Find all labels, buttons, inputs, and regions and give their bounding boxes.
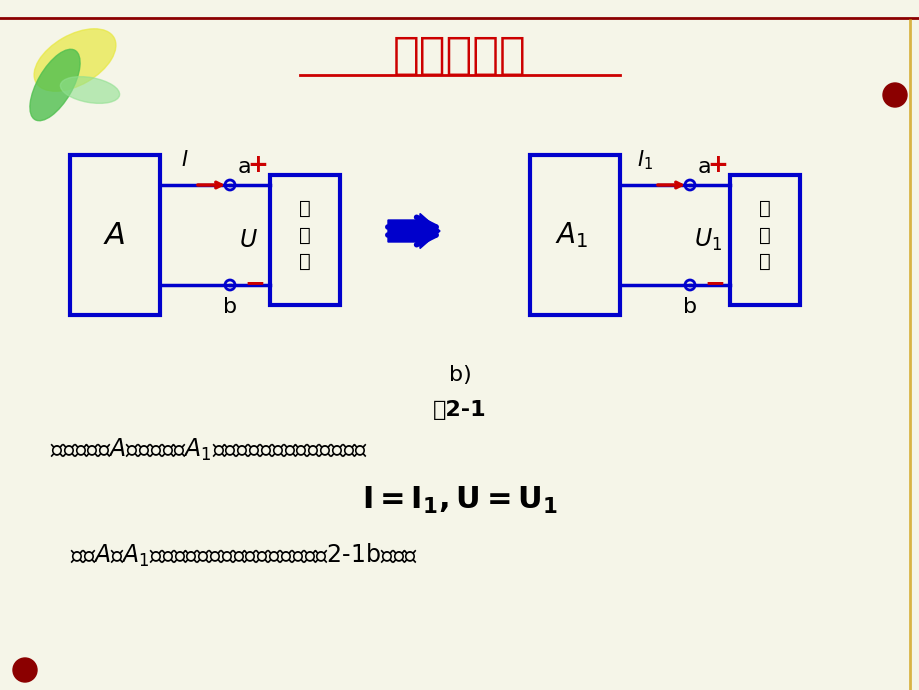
Text: 图2-1: 图2-1 bbox=[433, 400, 486, 420]
Text: $U$: $U$ bbox=[238, 228, 257, 252]
Bar bbox=[529, 155, 619, 315]
Text: $\mathbf{I = I_1, U = U_1}$: $\mathbf{I = I_1, U = U_1}$ bbox=[361, 484, 558, 515]
Text: +: + bbox=[707, 153, 728, 177]
Circle shape bbox=[13, 658, 37, 682]
Text: a: a bbox=[697, 157, 710, 177]
Text: 等效的概念: 等效的概念 bbox=[392, 34, 527, 77]
Text: b): b) bbox=[448, 365, 471, 385]
Text: −: − bbox=[704, 271, 725, 295]
Text: a: a bbox=[237, 157, 251, 177]
Bar bbox=[70, 155, 160, 315]
Ellipse shape bbox=[30, 49, 80, 121]
Text: $I$: $I$ bbox=[181, 150, 188, 170]
Ellipse shape bbox=[61, 77, 119, 104]
Circle shape bbox=[882, 83, 906, 107]
Text: 当二端网络$A$与二端网络$A_1$的端钮的伏安特性相同时，即: 当二端网络$A$与二端网络$A_1$的端钮的伏安特性相同时，即 bbox=[50, 437, 368, 463]
Text: b: b bbox=[682, 297, 697, 317]
Bar bbox=[729, 175, 800, 305]
Text: A: A bbox=[105, 221, 125, 250]
Text: −: − bbox=[244, 271, 266, 295]
Text: 外
电
路: 外 电 路 bbox=[299, 199, 311, 271]
Text: +: + bbox=[247, 153, 268, 177]
Text: $A_1$: $A_1$ bbox=[555, 220, 588, 250]
Text: $U_1$: $U_1$ bbox=[693, 227, 721, 253]
Text: $I_1$: $I_1$ bbox=[636, 148, 652, 172]
Text: 外
电
路: 外 电 路 bbox=[758, 199, 770, 271]
Bar bbox=[269, 175, 340, 305]
Text: 则称$A$与$A_1$是两个对外电路等效的网络，如图2-1b所示。: 则称$A$与$A_1$是两个对外电路等效的网络，如图2-1b所示。 bbox=[70, 542, 418, 569]
FancyArrow shape bbox=[388, 213, 439, 248]
Text: b: b bbox=[222, 297, 237, 317]
Ellipse shape bbox=[34, 29, 116, 91]
